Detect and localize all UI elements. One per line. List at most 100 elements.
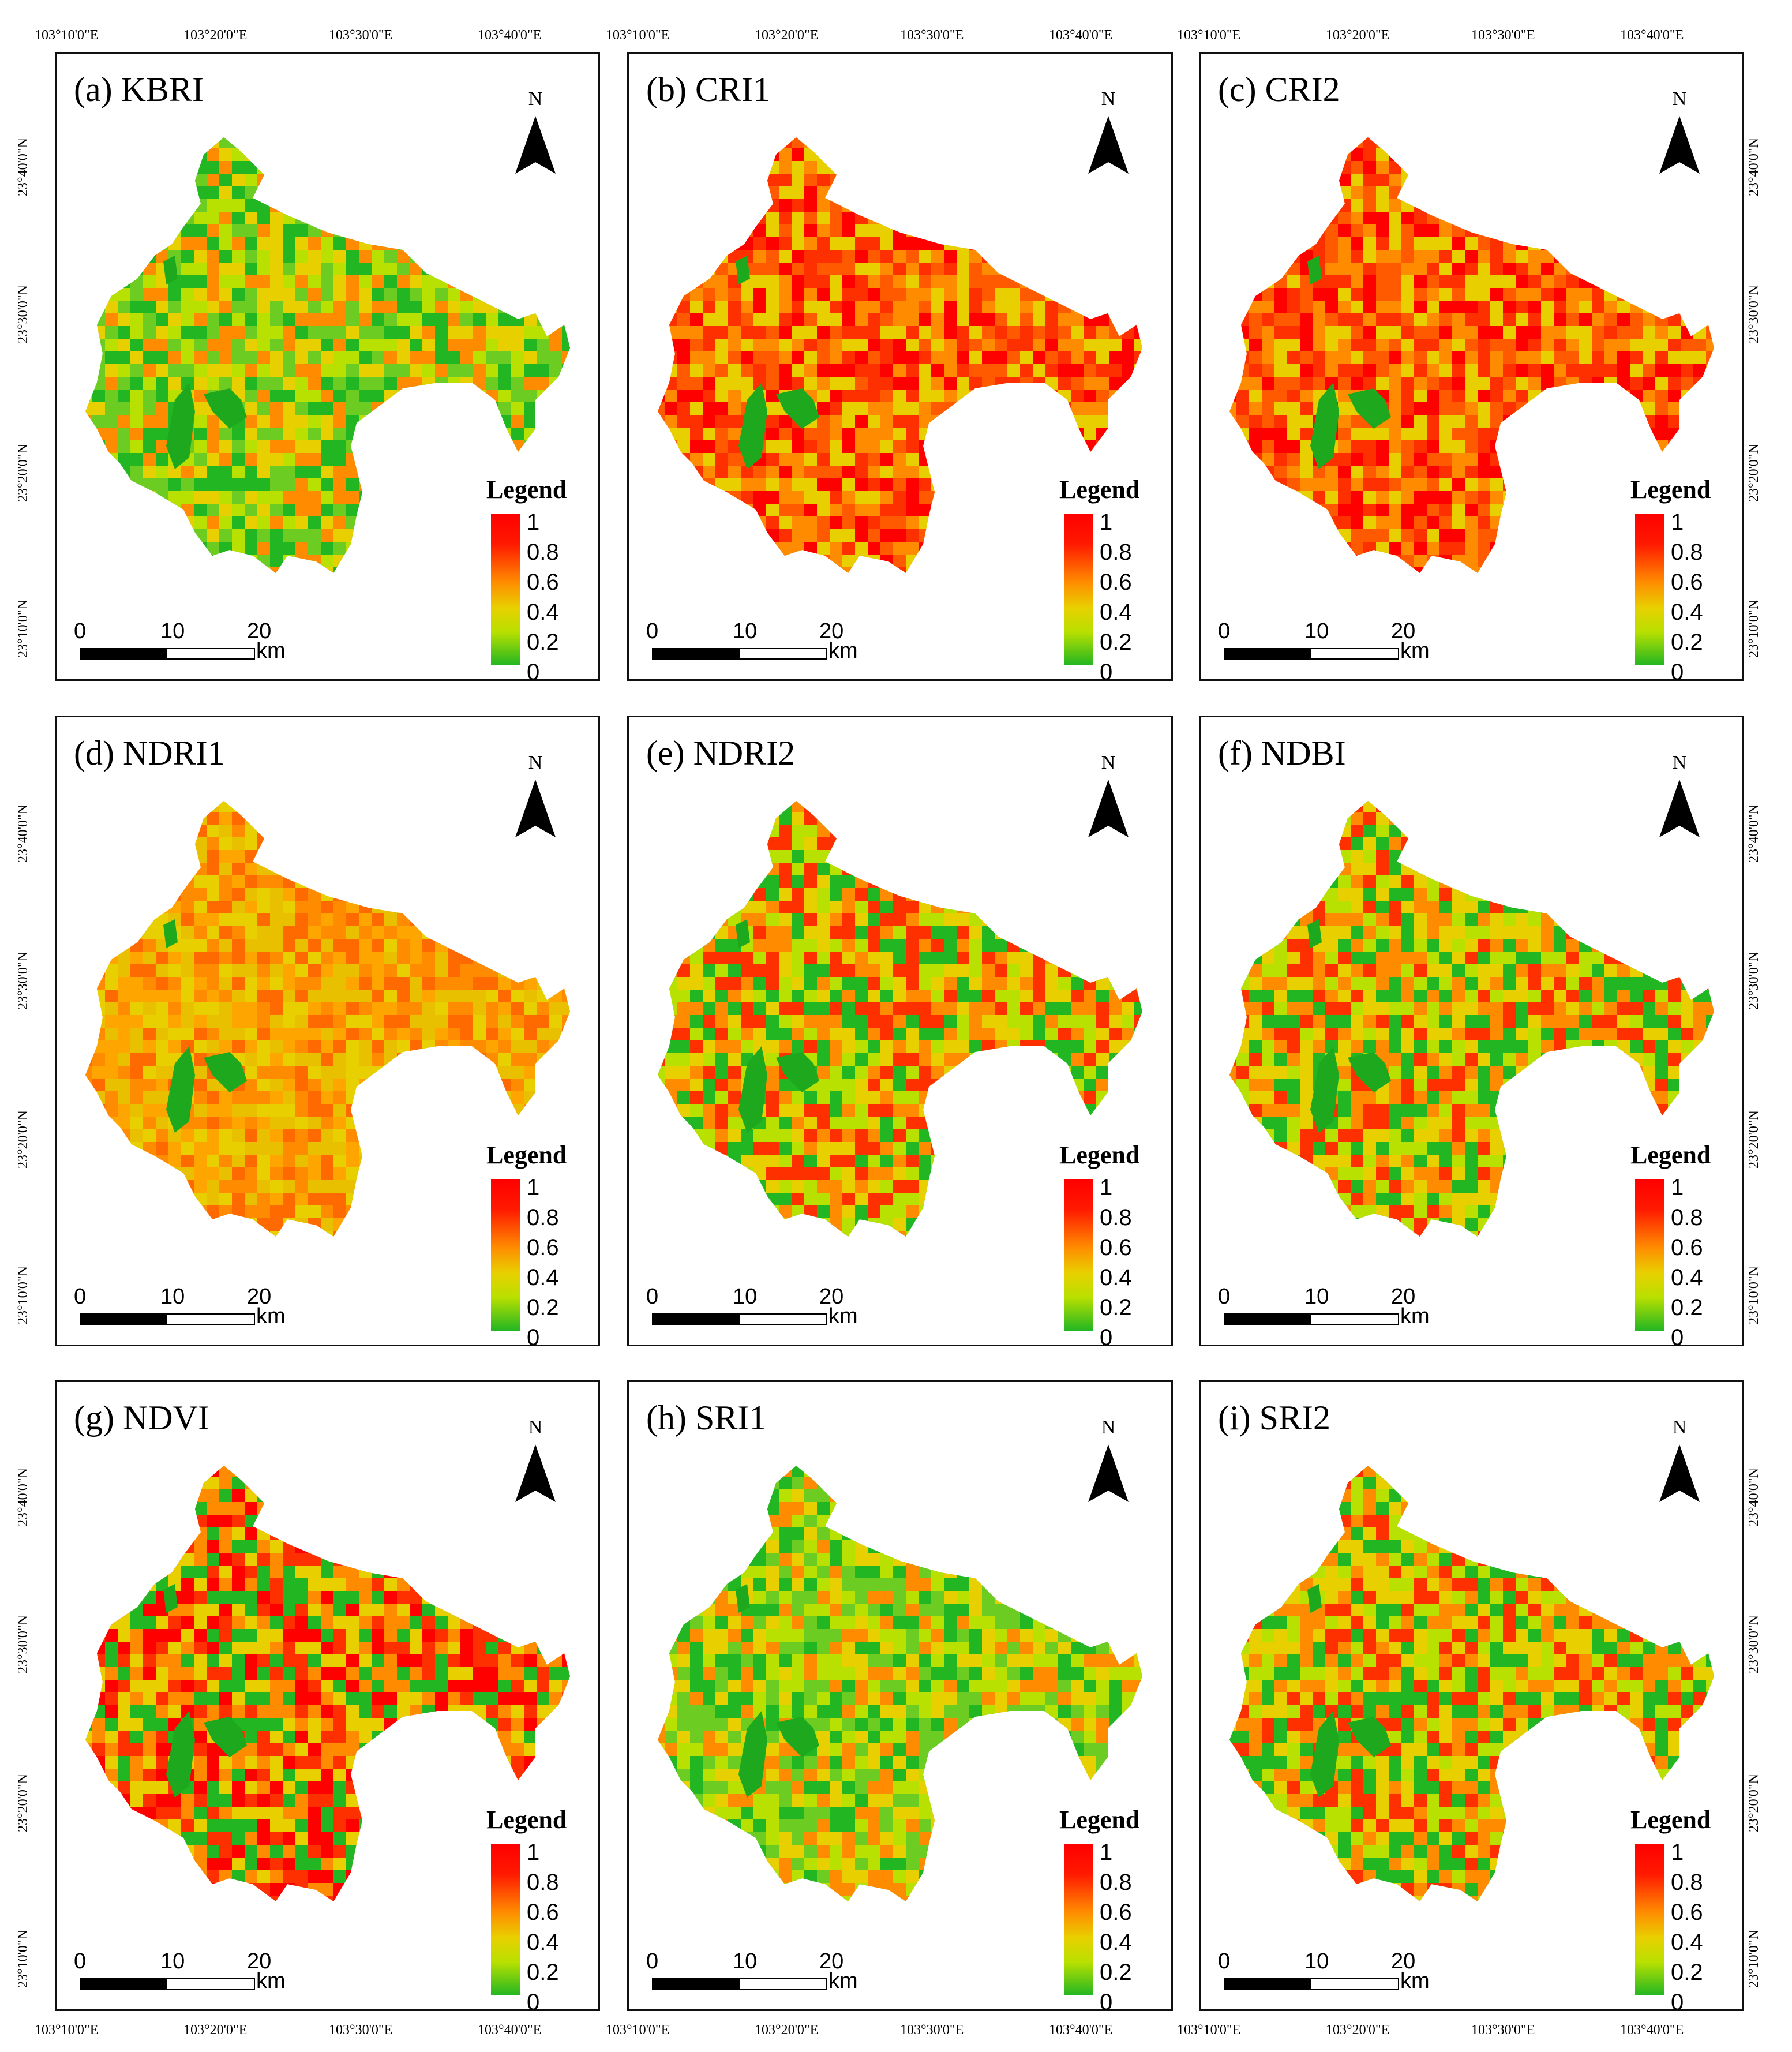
raster-cell	[855, 148, 868, 161]
raster-cell	[677, 275, 690, 288]
raster-cell	[92, 148, 105, 161]
raster-cell	[448, 901, 460, 913]
raster-cell	[804, 377, 817, 390]
raster-cell	[931, 123, 944, 136]
raster-cell	[1122, 326, 1134, 339]
raster-cell	[792, 250, 804, 263]
raster-cell	[1274, 377, 1287, 390]
raster-cell	[511, 875, 524, 888]
raster-cell	[1566, 301, 1579, 313]
raster-cell	[753, 567, 766, 573]
raster-cell	[422, 237, 435, 250]
raster-cell	[1313, 504, 1325, 516]
raster-cell	[1516, 148, 1528, 161]
raster-cell	[766, 288, 779, 301]
raster-cell	[460, 440, 473, 453]
raster-cell	[1325, 516, 1338, 529]
raster-cell	[1401, 288, 1414, 301]
raster-cell	[333, 137, 346, 148]
raster-cell	[1630, 186, 1643, 199]
raster-cell	[1592, 491, 1604, 504]
raster-cell	[524, 339, 537, 351]
legend-tick: 0	[1671, 660, 1684, 685]
raster-cell	[1229, 237, 1236, 250]
raster-cell	[118, 478, 130, 491]
raster-cell	[1262, 237, 1274, 250]
raster-cell	[1007, 313, 1020, 326]
raster-cell	[1020, 339, 1033, 351]
raster-cell	[690, 275, 703, 288]
raster-cell	[1668, 453, 1681, 466]
raster-cell	[321, 199, 333, 212]
raster-cell	[1325, 288, 1338, 301]
raster-cell	[1490, 491, 1503, 504]
raster-cell	[1490, 137, 1503, 148]
raster-cell	[855, 491, 868, 504]
raster-cell	[245, 377, 257, 390]
raster-cell	[372, 275, 384, 288]
raster-cell	[1630, 161, 1643, 174]
raster-cell	[1338, 339, 1351, 351]
legend-tick: 0.8	[1100, 540, 1132, 565]
raster-cell	[1604, 137, 1617, 148]
raster-cell	[295, 801, 308, 812]
raster-cell	[245, 402, 257, 415]
raster-cell	[982, 313, 995, 326]
raster-cell	[1313, 161, 1325, 174]
raster-cell	[232, 326, 245, 339]
raster-cell	[397, 123, 410, 136]
raster-cell	[575, 326, 587, 339]
raster-cell	[372, 466, 384, 478]
raster-cell	[308, 237, 321, 250]
raster-cell	[969, 288, 982, 301]
raster-cell	[156, 875, 168, 888]
raster-cell	[283, 926, 295, 939]
north-label: N	[1672, 88, 1687, 110]
raster-cell	[308, 863, 321, 875]
raster-cell	[1719, 377, 1731, 390]
raster-cell	[384, 466, 397, 478]
raster-cell	[130, 567, 143, 573]
raster-cell	[156, 837, 168, 850]
raster-cell	[766, 237, 779, 250]
raster-cell	[1503, 415, 1516, 428]
raster-cell	[105, 529, 118, 542]
raster-cell	[1045, 263, 1058, 275]
raster-cell	[1351, 428, 1363, 440]
raster-cell	[1351, 237, 1363, 250]
raster-cell	[944, 288, 957, 301]
raster-cell	[1541, 237, 1554, 250]
raster-cell	[232, 580, 245, 593]
raster-cell	[1274, 137, 1287, 148]
raster-cell	[575, 199, 587, 212]
raster-cell	[1465, 516, 1478, 529]
raster-cell	[1427, 453, 1439, 466]
raster-cell	[957, 224, 969, 237]
raster-cell	[1300, 529, 1313, 542]
raster-cell	[219, 161, 232, 174]
raster-cell	[85, 863, 92, 875]
raster-cell	[1058, 428, 1071, 440]
raster-cell	[690, 377, 703, 390]
raster-cell	[156, 567, 168, 573]
raster-cell	[995, 555, 1007, 567]
raster-cell	[1427, 237, 1439, 250]
raster-cell	[219, 555, 232, 567]
raster-cell	[1045, 516, 1058, 529]
raster-cell	[422, 812, 435, 825]
raster-cell	[1630, 148, 1643, 161]
raster-cell	[1401, 466, 1414, 478]
raster-cell	[982, 224, 995, 237]
raster-cell	[1389, 491, 1401, 504]
raster-cell	[1096, 428, 1109, 440]
raster-cell	[422, 364, 435, 377]
raster-cell	[321, 224, 333, 237]
raster-cell	[703, 351, 715, 364]
raster-cell	[728, 237, 741, 250]
raster-cell	[397, 263, 410, 275]
raster-cell	[372, 825, 384, 837]
raster-cell	[1229, 313, 1236, 326]
raster-cell	[1516, 440, 1528, 453]
raster-cell	[245, 123, 257, 136]
